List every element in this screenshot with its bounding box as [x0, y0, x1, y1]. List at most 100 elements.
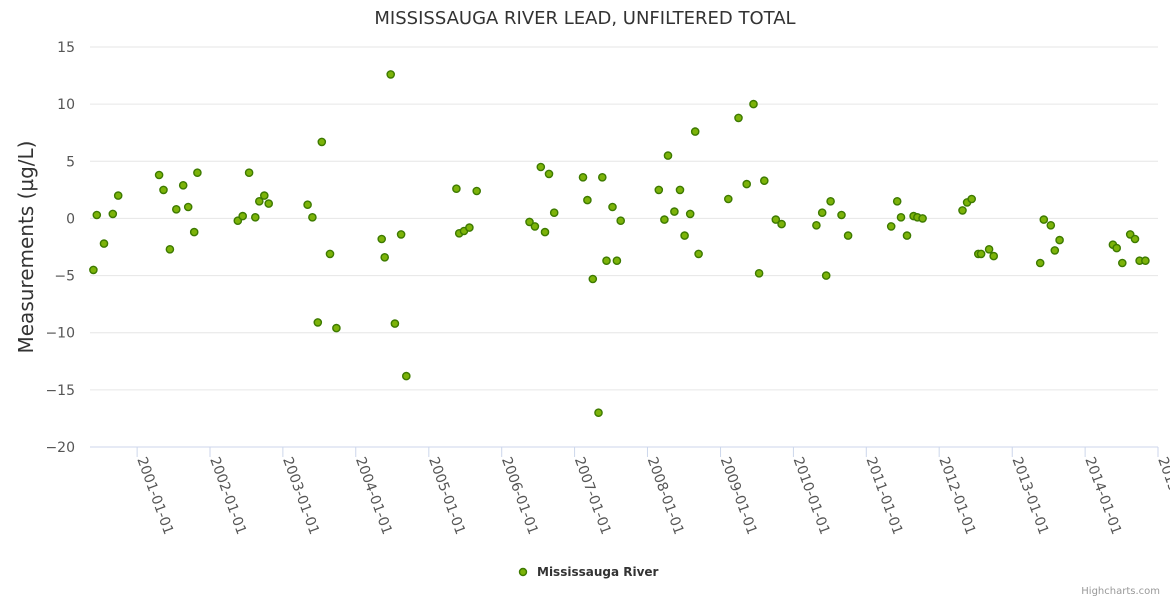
data-point[interactable] — [594, 408, 603, 418]
data-point[interactable] — [540, 227, 550, 237]
data-point[interactable] — [598, 172, 607, 182]
data-point[interactable] — [578, 172, 588, 182]
data-point[interactable] — [113, 191, 123, 200]
data-point[interactable] — [1141, 256, 1150, 266]
data-point[interactable] — [826, 196, 835, 206]
data-point[interactable] — [1046, 220, 1056, 230]
data-point[interactable] — [254, 196, 264, 206]
data-point[interactable] — [250, 212, 260, 222]
data-point[interactable] — [1050, 246, 1060, 255]
data-point[interactable] — [525, 217, 534, 227]
data-point[interactable] — [902, 231, 912, 240]
data-point[interactable] — [189, 227, 199, 237]
data-point[interactable] — [690, 127, 700, 136]
data-point[interactable] — [183, 202, 193, 212]
data-point[interactable] — [694, 249, 703, 259]
data-point[interactable] — [754, 268, 764, 278]
data-point[interactable] — [89, 265, 98, 275]
data-point[interactable] — [670, 207, 679, 216]
data-point[interactable] — [99, 239, 109, 248]
data-point[interactable] — [608, 202, 617, 212]
data-point[interactable] — [171, 204, 181, 214]
data-point[interactable] — [680, 231, 689, 240]
data-point[interactable] — [892, 196, 902, 206]
data-point[interactable] — [588, 274, 598, 284]
data-point[interactable] — [1112, 243, 1121, 253]
data-point[interactable] — [308, 212, 317, 222]
data-point[interactable] — [837, 210, 846, 220]
data-point[interactable] — [244, 168, 254, 177]
data-point[interactable] — [583, 195, 592, 205]
data-point[interactable] — [976, 249, 986, 259]
data-point[interactable] — [616, 216, 626, 225]
data-point[interactable] — [178, 180, 188, 190]
data-point[interactable] — [989, 251, 999, 261]
data-point[interactable] — [401, 371, 411, 381]
data-point[interactable] — [734, 113, 743, 123]
data-point[interactable] — [660, 215, 669, 224]
data-point[interactable] — [259, 191, 269, 200]
data-point[interactable] — [396, 230, 406, 239]
data-point[interactable] — [817, 208, 827, 217]
x-tick-label: 2007-01-01 — [571, 455, 614, 537]
credits-link[interactable]: Highcharts.com — [1081, 586, 1160, 597]
x-tick-label: 2014-01-01 — [1081, 455, 1124, 537]
data-point[interactable] — [777, 219, 786, 229]
data-point[interactable] — [742, 179, 752, 189]
data-point[interactable] — [536, 162, 546, 172]
legend-marker-icon[interactable] — [518, 567, 528, 577]
data-point[interactable] — [1055, 235, 1064, 245]
data-point[interactable] — [1035, 258, 1045, 268]
data-point[interactable] — [108, 209, 118, 219]
data-point[interactable] — [771, 215, 781, 224]
data-point[interactable] — [749, 99, 758, 109]
data-point[interactable] — [317, 137, 327, 147]
data-point[interactable] — [760, 176, 769, 185]
data-point[interactable] — [821, 271, 831, 280]
y-tick-label: −15 — [45, 383, 75, 399]
data-point[interactable] — [264, 199, 274, 208]
data-point[interactable] — [313, 318, 323, 327]
data-point[interactable] — [472, 186, 482, 196]
data-point[interactable] — [675, 185, 685, 195]
data-point[interactable] — [377, 234, 387, 244]
legend-item-mississauga-river[interactable]: Mississauga River — [537, 565, 659, 579]
data-point[interactable] — [958, 206, 967, 215]
data-point[interactable] — [663, 151, 673, 160]
data-point[interactable] — [918, 214, 927, 223]
data-point[interactable] — [325, 249, 335, 259]
data-point[interactable] — [654, 185, 664, 195]
data-point[interactable] — [380, 252, 390, 262]
data-point[interactable] — [193, 168, 202, 177]
legend[interactable]: Mississauga River — [518, 565, 659, 579]
data-point[interactable] — [602, 256, 611, 266]
data-point[interactable] — [165, 244, 175, 254]
data-point[interactable] — [238, 211, 247, 221]
data-point[interactable] — [724, 194, 733, 204]
data-point[interactable] — [896, 212, 906, 222]
data-point[interactable] — [386, 70, 396, 79]
data-point[interactable] — [465, 223, 474, 232]
data-point[interactable] — [154, 170, 164, 180]
data-point[interactable] — [1118, 258, 1127, 268]
data-point[interactable] — [390, 319, 400, 328]
data-point[interactable] — [843, 231, 853, 240]
data-point[interactable] — [549, 208, 559, 217]
data-points — [89, 70, 1150, 418]
data-point[interactable] — [1039, 215, 1049, 224]
data-point[interactable] — [332, 323, 341, 333]
data-point[interactable] — [303, 200, 312, 209]
data-point[interactable] — [1130, 234, 1140, 244]
data-point[interactable] — [544, 169, 554, 179]
data-point[interactable] — [984, 244, 994, 254]
data-point[interactable] — [530, 222, 540, 231]
data-point[interactable] — [92, 210, 102, 220]
data-point[interactable] — [812, 220, 821, 230]
data-point[interactable] — [967, 194, 977, 204]
data-point[interactable] — [159, 185, 168, 195]
data-point[interactable] — [685, 209, 695, 219]
data-point[interactable] — [452, 184, 461, 193]
data-point[interactable] — [886, 222, 896, 231]
data-point[interactable] — [612, 256, 622, 266]
